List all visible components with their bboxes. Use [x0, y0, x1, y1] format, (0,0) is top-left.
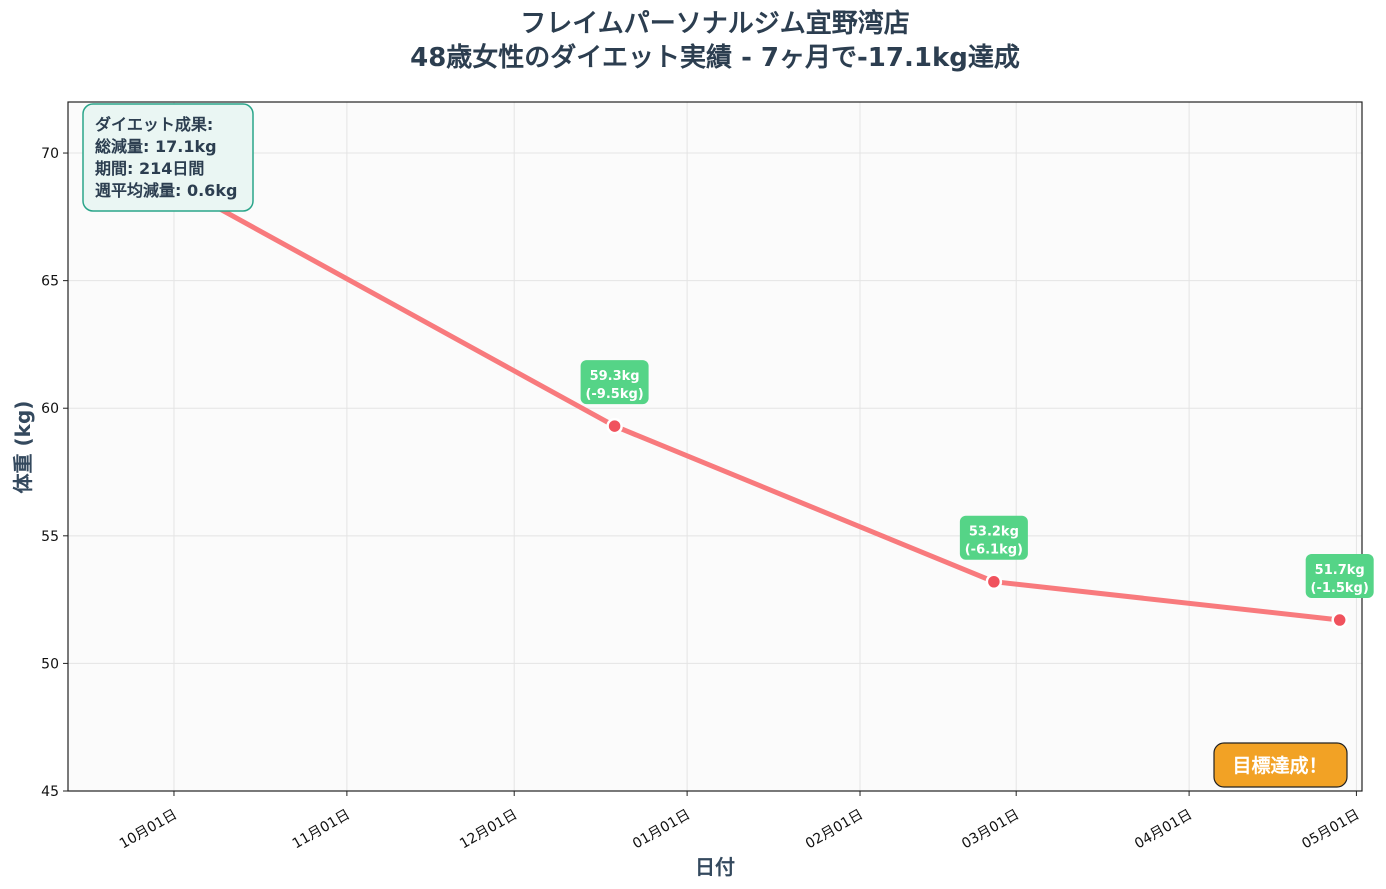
x-tick-label: 04月01日 [1132, 807, 1195, 853]
goal-badge-label: 目標達成！ [1232, 754, 1327, 777]
x-tick-label: 12月01日 [457, 807, 520, 853]
summary-line-weekly: 週平均減量: 0.6kg [95, 181, 237, 200]
chart-subtitle: 48歳女性のダイエット実績 - 7ヶ月で-17.1kg達成 [410, 42, 1020, 73]
point-annotations: 59.3kg (-9.5kg) 53.2kg (-6.1kg) 51.7kg (-1.5k… [580, 360, 1374, 599]
point-label-weight: 53.2kg [969, 525, 1019, 540]
point-label-change: (-1.5kg) [1311, 581, 1369, 596]
point-label-background [959, 515, 1028, 560]
x-tick-label: 03月01日 [959, 807, 1022, 853]
point-label-background [580, 360, 649, 405]
y-tick-label: 60 [41, 401, 59, 417]
summary-box-background [82, 103, 254, 212]
point-label-background [1305, 554, 1374, 599]
summary-line-title: ダイエット成果: [95, 115, 213, 134]
y-tick-label: 65 [41, 274, 59, 290]
point-label-weight: 59.3kg [590, 369, 640, 384]
summary-line-total: 総減量: 17.1kg [95, 137, 217, 156]
data-point-marker [1331, 611, 1348, 629]
y-tick-label: 70 [41, 146, 59, 162]
point-label-change: (-6.1kg) [965, 543, 1023, 558]
x-tick-label: 11月01日 [290, 807, 353, 853]
y-tick-label: 45 [41, 784, 59, 800]
summary-line-period: 期間: 214日間 [95, 159, 204, 178]
series-layer [171, 181, 1348, 629]
point-label-change: (-9.5kg) [585, 387, 643, 402]
y-axis-ticks: 45 50 55 60 65 70 [41, 146, 68, 800]
point-label-weight: 51.7kg [1315, 563, 1365, 578]
chart-title: フレイムパーソナルジム宜野湾店 [520, 8, 909, 39]
x-tick-label: 02月01日 [803, 807, 866, 853]
x-axis-ticks: 10月01日 11月01日 12月01日 01月01日 02月01日 03月01日 04月0… [117, 791, 1362, 853]
goal-badge: 目標達成！ [1213, 742, 1348, 788]
y-axis-label: 体重 (kg) [11, 401, 35, 494]
x-tick-label: 10月01日 [117, 807, 180, 853]
x-tick-label: 01月01日 [630, 807, 693, 853]
data-point-marker [606, 417, 623, 435]
goal-badge-background [1213, 742, 1348, 788]
y-tick-label: 55 [41, 529, 59, 545]
data-point-marker [985, 573, 1003, 590]
plot-frame [67, 101, 1363, 792]
grid-lines [68, 102, 1362, 792]
weight-line [171, 181, 1343, 623]
x-tick-label: 05月01日 [1299, 807, 1362, 853]
plot-area [68, 102, 1362, 791]
x-axis-label: 日付 [695, 855, 735, 879]
y-tick-label: 50 [41, 656, 59, 672]
summary-box: ダイエット成果: 総減量: 17.1kg 期間: 214日間 週平均減量: 0.… [82, 103, 254, 212]
